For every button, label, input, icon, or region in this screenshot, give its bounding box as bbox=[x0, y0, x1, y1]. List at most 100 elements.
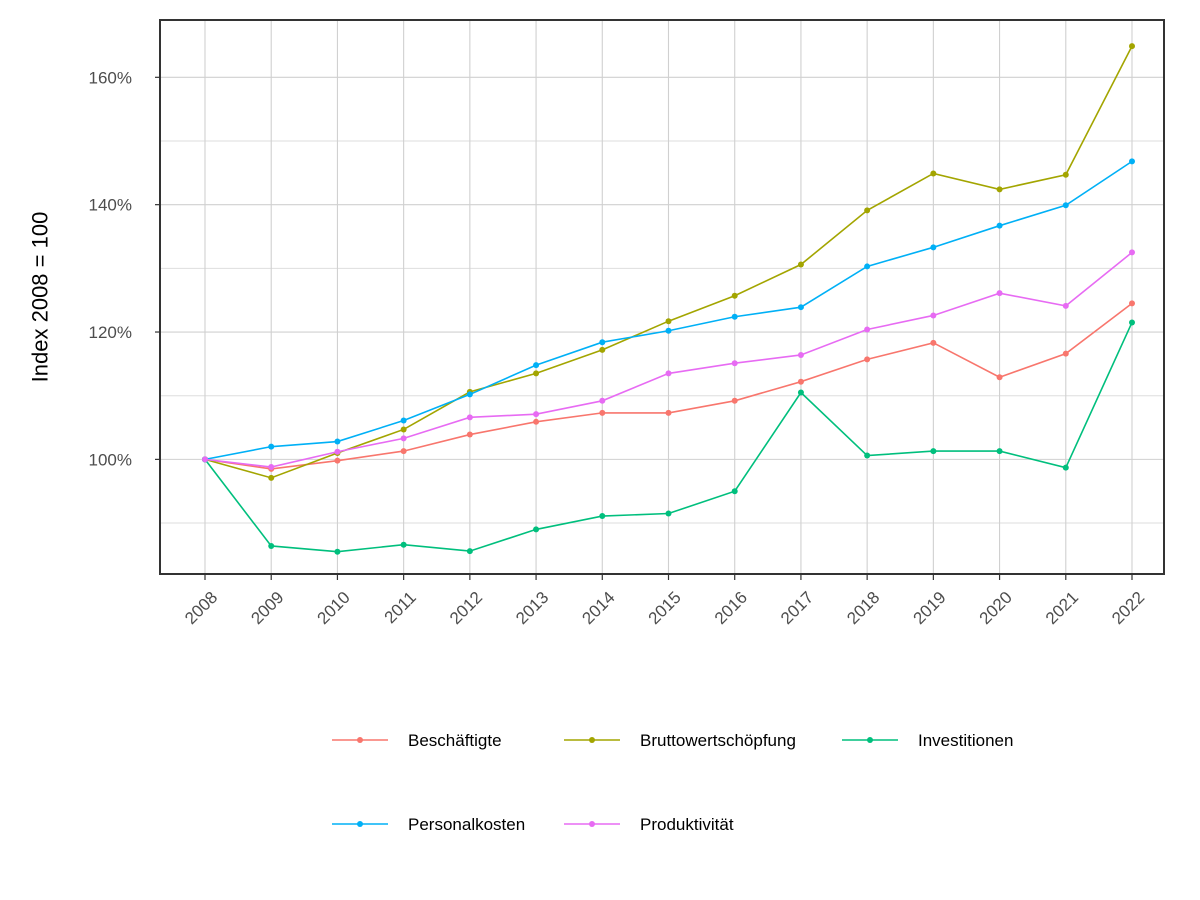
data-point bbox=[665, 510, 672, 517]
data-point bbox=[334, 438, 341, 445]
data-point bbox=[1129, 319, 1135, 326]
data-point bbox=[864, 452, 871, 459]
data-point bbox=[533, 418, 540, 425]
legend-item: Produktivität bbox=[564, 815, 734, 834]
data-point bbox=[466, 431, 473, 438]
data-point bbox=[797, 304, 804, 311]
data-point bbox=[533, 362, 540, 369]
series-produktivit-t bbox=[202, 249, 1135, 471]
data-point bbox=[268, 464, 275, 471]
data-point bbox=[930, 339, 937, 346]
legend-key-point bbox=[357, 737, 363, 743]
y-tick-label: 140% bbox=[89, 196, 132, 215]
data-point bbox=[599, 513, 606, 520]
x-tick-label: 2022 bbox=[1108, 588, 1148, 628]
data-point bbox=[202, 456, 208, 463]
data-point bbox=[533, 526, 540, 533]
data-point bbox=[334, 548, 341, 555]
legend-label: Produktivität bbox=[640, 815, 734, 834]
x-tick-label: 2013 bbox=[512, 588, 552, 628]
legend-label: Personalkosten bbox=[408, 815, 525, 834]
legend-label: Beschäftigte bbox=[408, 731, 502, 750]
data-point bbox=[864, 356, 871, 363]
x-tick-label: 2012 bbox=[446, 588, 486, 628]
data-point bbox=[1062, 171, 1069, 178]
data-point bbox=[996, 290, 1003, 297]
data-point bbox=[400, 435, 407, 442]
x-tick-label: 2019 bbox=[909, 588, 949, 628]
data-point bbox=[334, 457, 341, 464]
y-tick-label: 120% bbox=[89, 323, 132, 342]
data-point bbox=[864, 207, 871, 214]
grid bbox=[160, 20, 1164, 574]
data-point bbox=[1062, 202, 1069, 209]
data-point bbox=[797, 261, 804, 268]
data-point bbox=[1129, 249, 1135, 256]
data-point bbox=[996, 186, 1003, 193]
data-point bbox=[731, 397, 738, 404]
data-point bbox=[268, 542, 275, 549]
data-point bbox=[731, 313, 738, 320]
legend-key-point bbox=[357, 821, 363, 827]
data-point bbox=[731, 292, 738, 299]
y-axis-title: Index 2008 = 100 bbox=[28, 212, 53, 383]
data-point bbox=[533, 370, 540, 377]
x-tick-label: 2014 bbox=[578, 588, 618, 628]
y-tick-label: 160% bbox=[89, 68, 132, 87]
data-point bbox=[599, 339, 606, 346]
data-point bbox=[268, 443, 275, 450]
x-tick-label: 2015 bbox=[645, 588, 685, 628]
data-point bbox=[400, 426, 407, 433]
data-point bbox=[599, 346, 606, 353]
legend-item: Personalkosten bbox=[332, 815, 525, 834]
data-point bbox=[1129, 43, 1135, 50]
data-point bbox=[797, 351, 804, 358]
plot-panel-border bbox=[159, 19, 1165, 575]
x-tick-label: 2010 bbox=[314, 588, 354, 628]
axis-ticks bbox=[155, 76, 1133, 580]
x-tick-labels: 2008 2009 2010 2011 2012 2013 2014 2015 2016 2017… bbox=[181, 588, 1148, 628]
data-point bbox=[864, 326, 871, 333]
data-point bbox=[599, 397, 606, 404]
data-point bbox=[533, 411, 540, 418]
legend-key-point bbox=[867, 737, 873, 743]
x-tick-label: 2021 bbox=[1042, 588, 1082, 628]
data-point bbox=[334, 448, 341, 455]
x-tick-label: 2009 bbox=[247, 588, 287, 628]
data-point bbox=[1129, 300, 1135, 307]
data-point bbox=[665, 409, 672, 416]
data-point bbox=[996, 448, 1003, 455]
data-point bbox=[400, 541, 407, 548]
data-point bbox=[930, 244, 937, 251]
legend-label: Bruttowertschöpfung bbox=[640, 731, 796, 750]
y-tick-labels: 100% 120% 140% 160% bbox=[89, 68, 132, 469]
data-point bbox=[268, 474, 275, 481]
x-tick-label: 2020 bbox=[976, 588, 1016, 628]
data-point bbox=[1062, 302, 1069, 309]
data-point bbox=[1062, 464, 1069, 471]
data-point bbox=[466, 414, 473, 421]
data-point bbox=[665, 318, 672, 325]
data-point bbox=[930, 312, 937, 319]
x-tick-label: 2017 bbox=[777, 588, 817, 628]
data-point bbox=[665, 370, 672, 377]
legend-item: Bruttowertschöpfung bbox=[564, 731, 796, 750]
data-point bbox=[1129, 158, 1135, 165]
data-point bbox=[930, 448, 937, 455]
legend-item: Beschäftigte bbox=[332, 731, 502, 750]
data-point bbox=[599, 409, 606, 416]
data-point bbox=[996, 222, 1003, 229]
data-point bbox=[930, 170, 937, 177]
legend-key-point bbox=[589, 821, 595, 827]
data-point bbox=[731, 488, 738, 495]
series-lines bbox=[202, 43, 1135, 555]
data-point bbox=[864, 263, 871, 270]
x-tick-label: 2016 bbox=[711, 588, 751, 628]
data-point bbox=[466, 391, 473, 398]
data-point bbox=[400, 417, 407, 424]
x-tick-label: 2008 bbox=[181, 588, 221, 628]
data-point bbox=[466, 548, 473, 555]
x-tick-label: 2011 bbox=[381, 588, 420, 627]
y-tick-label: 100% bbox=[89, 450, 132, 469]
